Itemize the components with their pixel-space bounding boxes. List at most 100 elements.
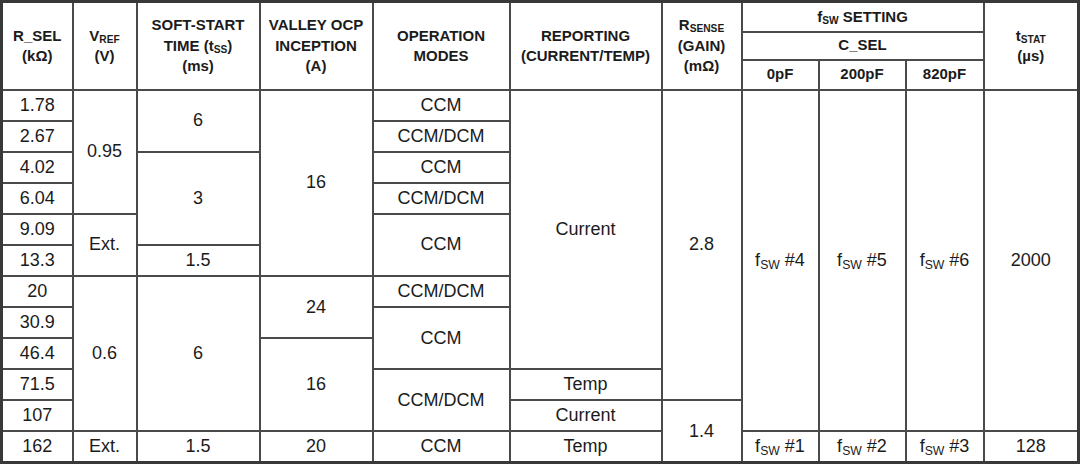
- cell-r-sel: 30.9: [2, 307, 73, 338]
- cell-r-sel: 162: [2, 431, 73, 462]
- header-line: VREF: [76, 26, 134, 46]
- header-line: SOFT-START: [140, 15, 257, 35]
- header-unit: (V): [76, 46, 134, 66]
- cell-v-ref: 0.95: [73, 90, 137, 214]
- cell-r-sel: 9.09: [2, 214, 73, 245]
- col-header-cap-0pf: 0pF: [742, 60, 819, 90]
- cell-r-sense: 1.4: [662, 400, 742, 462]
- col-header-operation-modes: OPERATION MODES: [373, 2, 510, 90]
- col-header-v-ref: VREF (V): [73, 2, 137, 90]
- cell-operation-mode: CCM/DCM: [373, 276, 510, 307]
- cell-soft-start: 1.5: [137, 431, 260, 462]
- symbol: #2: [862, 436, 887, 456]
- col-header-soft-start: SOFT-START TIME (tSS) (ms): [137, 2, 260, 90]
- header-line: (CURRENT/TEMP): [513, 46, 659, 66]
- cell-soft-start: 3: [137, 152, 260, 245]
- col-header-valley-ocp: VALLEY OCP INCEPTION (A): [260, 2, 373, 90]
- subscript: SS: [214, 44, 228, 55]
- cell-r-sel: 4.02: [2, 152, 73, 183]
- cell-operation-mode: CCM/DCM: [373, 369, 510, 431]
- cell-v-ref: Ext.: [73, 214, 137, 276]
- cell-r-sel: 46.4: [2, 338, 73, 369]
- symbol: R: [679, 16, 690, 33]
- cell-fsw: fSW #5: [819, 90, 906, 432]
- header-unit: (µs): [987, 46, 1075, 66]
- symbol: #3: [944, 436, 969, 456]
- header-line: RSENSE: [665, 15, 739, 35]
- cell-fsw: fSW #2: [819, 431, 906, 462]
- cell-r-sel: 71.5: [2, 369, 73, 400]
- header-line: (GAIN): [665, 36, 739, 56]
- cell-r-sense: 2.8: [662, 90, 742, 401]
- cell-reporting: Current: [510, 400, 662, 431]
- col-header-c-sel: C_SEL: [742, 32, 984, 60]
- cell-operation-mode: CCM/DCM: [373, 183, 510, 214]
- cell-valley-ocp: 16: [260, 90, 373, 276]
- header-unit: (ms): [140, 56, 257, 76]
- cell-r-sel: 13.3: [2, 245, 73, 276]
- symbol: #5: [862, 250, 887, 270]
- subscript: SW: [822, 15, 838, 26]
- subscript: SENSE: [690, 24, 725, 35]
- col-header-t-stat: tSTAT (µs): [984, 2, 1079, 90]
- header-row-1: R_SEL (kΩ) VREF (V) SOFT-START TIME (tSS…: [2, 2, 1079, 32]
- cell-fsw: fSW #6: [906, 90, 984, 432]
- cell-t-stat: 2000: [984, 90, 1079, 432]
- symbol: #4: [780, 250, 805, 270]
- header-line: VALLEY OCP: [263, 15, 370, 35]
- symbol: #6: [944, 250, 969, 270]
- cell-fsw: fSW #1: [742, 431, 819, 462]
- col-header-r-sense: RSENSE (GAIN) (mΩ): [662, 2, 742, 90]
- cell-r-sel: 20: [2, 276, 73, 307]
- cell-operation-mode: CCM: [373, 431, 510, 462]
- subscript: SW: [925, 444, 945, 458]
- cell-valley-ocp: 20: [260, 431, 373, 462]
- header-line: R_SEL: [5, 26, 70, 46]
- cell-valley-ocp: 16: [260, 338, 373, 431]
- cell-operation-mode: CCM/DCM: [373, 121, 510, 152]
- cell-t-stat: 128: [984, 431, 1079, 462]
- col-header-cap-820pf: 820pF: [906, 60, 984, 90]
- col-header-cap-200pf: 200pF: [819, 60, 906, 90]
- cell-r-sel: 1.78: [2, 90, 73, 121]
- symbol: V: [89, 27, 99, 44]
- device-config-table: R_SEL (kΩ) VREF (V) SOFT-START TIME (tSS…: [0, 0, 1080, 464]
- symbol: ): [227, 37, 232, 54]
- cell-operation-mode: CCM: [373, 214, 510, 276]
- cell-reporting: Current: [510, 90, 662, 370]
- header-line: OPERATION: [376, 26, 507, 46]
- cell-operation-mode: CCM: [373, 90, 510, 121]
- header-line: MODES: [376, 46, 507, 66]
- subscript: REF: [99, 34, 119, 45]
- cell-r-sel: 6.04: [2, 183, 73, 214]
- subscript: STAT: [1021, 34, 1046, 45]
- header-line: TIME (tSS): [140, 36, 257, 56]
- cell-soft-start: 6: [137, 90, 260, 152]
- table-row: 1.78 0.95 6 16 CCM Current 2.8 fSW #4 fS…: [2, 90, 1079, 121]
- subscript: SW: [842, 258, 862, 272]
- header-line: REPORTING: [513, 26, 659, 46]
- header-line: tSTAT: [987, 26, 1075, 46]
- symbol: TIME (t: [164, 37, 214, 54]
- symbol: SETTING: [839, 8, 908, 25]
- subscript: SW: [842, 444, 862, 458]
- cell-valley-ocp: 24: [260, 276, 373, 338]
- cell-r-sel: 2.67: [2, 121, 73, 152]
- col-header-reporting: REPORTING (CURRENT/TEMP): [510, 2, 662, 90]
- cell-fsw: fSW #3: [906, 431, 984, 462]
- table-row: 162 Ext. 1.5 20 CCM Temp fSW #1 fSW #2 f…: [2, 431, 1079, 462]
- header-unit: (kΩ): [5, 46, 70, 66]
- col-header-fsw-setting: fSW SETTING: [742, 2, 984, 32]
- header-unit: (mΩ): [665, 56, 739, 76]
- header-unit: (A): [263, 56, 370, 76]
- subscript: SW: [760, 444, 780, 458]
- cell-reporting: Temp: [510, 369, 662, 400]
- cell-soft-start: 1.5: [137, 245, 260, 276]
- cell-reporting: Temp: [510, 431, 662, 462]
- col-header-r-sel: R_SEL (kΩ): [2, 2, 73, 90]
- cell-operation-mode: CCM: [373, 152, 510, 183]
- subscript: SW: [760, 258, 780, 272]
- symbol: #1: [780, 436, 805, 456]
- cell-r-sel: 107: [2, 400, 73, 431]
- cell-v-ref: Ext.: [73, 431, 137, 462]
